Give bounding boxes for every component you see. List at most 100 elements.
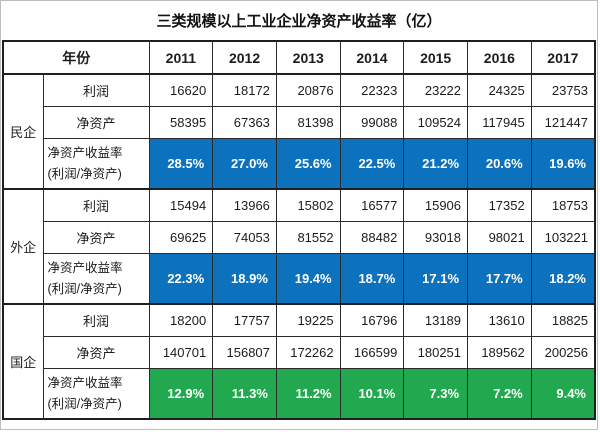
value-cell: 23753: [530, 73, 596, 107]
value-cell: 93018: [403, 221, 469, 254]
table-row: 外企 利润 15494 13966 15802 16577 15906 1735…: [2, 188, 596, 305]
value-cell: 16577: [339, 188, 405, 222]
value-cell: 22323: [339, 73, 405, 107]
table-row: 净资产收益率 (利润/净资产) 22.3% 18.9% 19.4% 18.7% …: [3, 253, 596, 305]
value-cell: 69625: [148, 221, 214, 254]
value-cell: 200256: [530, 336, 596, 369]
table-row: 净资产收益率 (利润/净资产) 12.9% 11.3% 11.2% 10.1% …: [3, 368, 596, 420]
table-row: 净资产 140701 156807 172262 166599 180251 1…: [3, 336, 596, 369]
roe-cell: 18.9%: [212, 253, 277, 305]
year-header: 2017: [530, 40, 596, 75]
group-cell-state: 国企: [2, 303, 44, 420]
value-cell: 103221: [530, 221, 596, 254]
group-cell-private: 民企: [2, 73, 44, 190]
value-cell: 15494: [148, 188, 214, 222]
value-cell: 16620: [148, 73, 214, 107]
value-cell: 140701: [148, 336, 214, 369]
value-cell: 180251: [403, 336, 469, 369]
roe-cell: 12.9%: [148, 368, 214, 420]
row-label-net-assets: 净资产: [42, 221, 150, 254]
value-cell: 17352: [467, 188, 532, 222]
header-row: 年份 2011 2012 2013 2014 2015 2016 2017: [2, 40, 596, 75]
group-cell-foreign: 外企: [2, 188, 44, 305]
value-cell: 15802: [275, 188, 341, 222]
value-cell: 81552: [275, 221, 341, 254]
year-header: 2013: [275, 40, 341, 75]
roe-cell: 11.3%: [212, 368, 277, 420]
year-header: 2015: [403, 40, 469, 75]
roe-label-line1: 净资产收益率: [47, 375, 123, 390]
value-cell: 18200: [148, 303, 214, 337]
value-cell: 88482: [339, 221, 405, 254]
value-cell: 15906: [403, 188, 469, 222]
value-cell: 13189: [403, 303, 469, 337]
value-cell: 17757: [212, 303, 277, 337]
value-cell: 156807: [212, 336, 277, 369]
value-cell: 98021: [467, 221, 532, 254]
value-cell: 166599: [339, 336, 405, 369]
value-cell: 24325: [467, 73, 532, 107]
roe-label-line1: 净资产收益率: [47, 145, 123, 160]
year-header: 2011: [148, 40, 214, 75]
table-row: 净资产收益率 (利润/净资产) 28.5% 27.0% 25.6% 22.5% …: [3, 138, 596, 190]
year-header-label: 年份: [2, 40, 150, 75]
row-label-roe: 净资产收益率 (利润/净资产): [42, 138, 150, 190]
roe-cell: 10.1%: [339, 368, 405, 420]
value-cell: 20876: [275, 73, 341, 107]
value-cell: 99088: [339, 106, 405, 139]
roe-cell: 28.5%: [148, 138, 214, 190]
roe-label-line1: 净资产收益率: [47, 260, 123, 275]
value-cell: 172262: [275, 336, 341, 369]
value-cell: 67363: [212, 106, 277, 139]
row-label-net-assets: 净资产: [42, 106, 150, 139]
row-label-profit: 利润: [42, 188, 150, 222]
value-cell: 16796: [339, 303, 405, 337]
table-row: 净资产 69625 74053 81552 88482 93018 98021 …: [3, 221, 596, 254]
value-cell: 18172: [212, 73, 277, 107]
value-cell: 109524: [403, 106, 469, 139]
roe-label-line2: (利润/净资产): [47, 166, 122, 181]
row-label-profit: 利润: [42, 73, 150, 107]
roe-label-line2: (利润/净资产): [47, 396, 122, 411]
row-label-roe: 净资产收益率 (利润/净资产): [42, 368, 150, 420]
roe-cell: 7.3%: [403, 368, 469, 420]
year-header: 2012: [212, 40, 277, 75]
roe-cell: 18.2%: [530, 253, 596, 305]
year-header: 2014: [339, 40, 405, 75]
roe-cell: 7.2%: [467, 368, 532, 420]
table-row: 民企 利润 16620 18172 20876 22323 23222 2432…: [2, 73, 596, 190]
year-header: 2016: [467, 40, 532, 75]
roe-cell: 25.6%: [275, 138, 341, 190]
value-cell: 18753: [530, 188, 596, 222]
roe-cell: 17.1%: [403, 253, 469, 305]
row-label-net-assets: 净资产: [42, 336, 150, 369]
roe-cell: 19.6%: [530, 138, 596, 190]
value-cell: 58395: [148, 106, 214, 139]
table-row: 国企 利润 18200 17757 19225 16796 13189 1361…: [2, 303, 596, 420]
value-cell: 13610: [467, 303, 532, 337]
roe-label-line2: (利润/净资产): [47, 281, 122, 296]
roe-cell: 22.5%: [339, 138, 405, 190]
table-row: 净资产 58395 67363 81398 99088 109524 11794…: [3, 106, 596, 139]
value-cell: 74053: [212, 221, 277, 254]
value-cell: 81398: [275, 106, 341, 139]
row-label-profit: 利润: [42, 303, 150, 337]
roe-cell: 17.7%: [467, 253, 532, 305]
value-cell: 121447: [530, 106, 596, 139]
roe-cell: 11.2%: [275, 368, 341, 420]
value-cell: 189562: [467, 336, 532, 369]
roe-cell: 19.4%: [275, 253, 341, 305]
roe-table: 年份 2011 2012 2013 2014 2015 2016 2017 民企…: [2, 40, 596, 420]
value-cell: 13966: [212, 188, 277, 222]
roe-cell: 22.3%: [148, 253, 214, 305]
value-cell: 23222: [403, 73, 469, 107]
roe-cell: 21.2%: [403, 138, 469, 190]
value-cell: 117945: [467, 106, 532, 139]
row-label-roe: 净资产收益率 (利润/净资产): [42, 253, 150, 305]
roe-cell: 27.0%: [212, 138, 277, 190]
value-cell: 18825: [530, 303, 596, 337]
roe-cell: 20.6%: [467, 138, 532, 190]
roe-cell: 18.7%: [339, 253, 405, 305]
value-cell: 19225: [275, 303, 341, 337]
